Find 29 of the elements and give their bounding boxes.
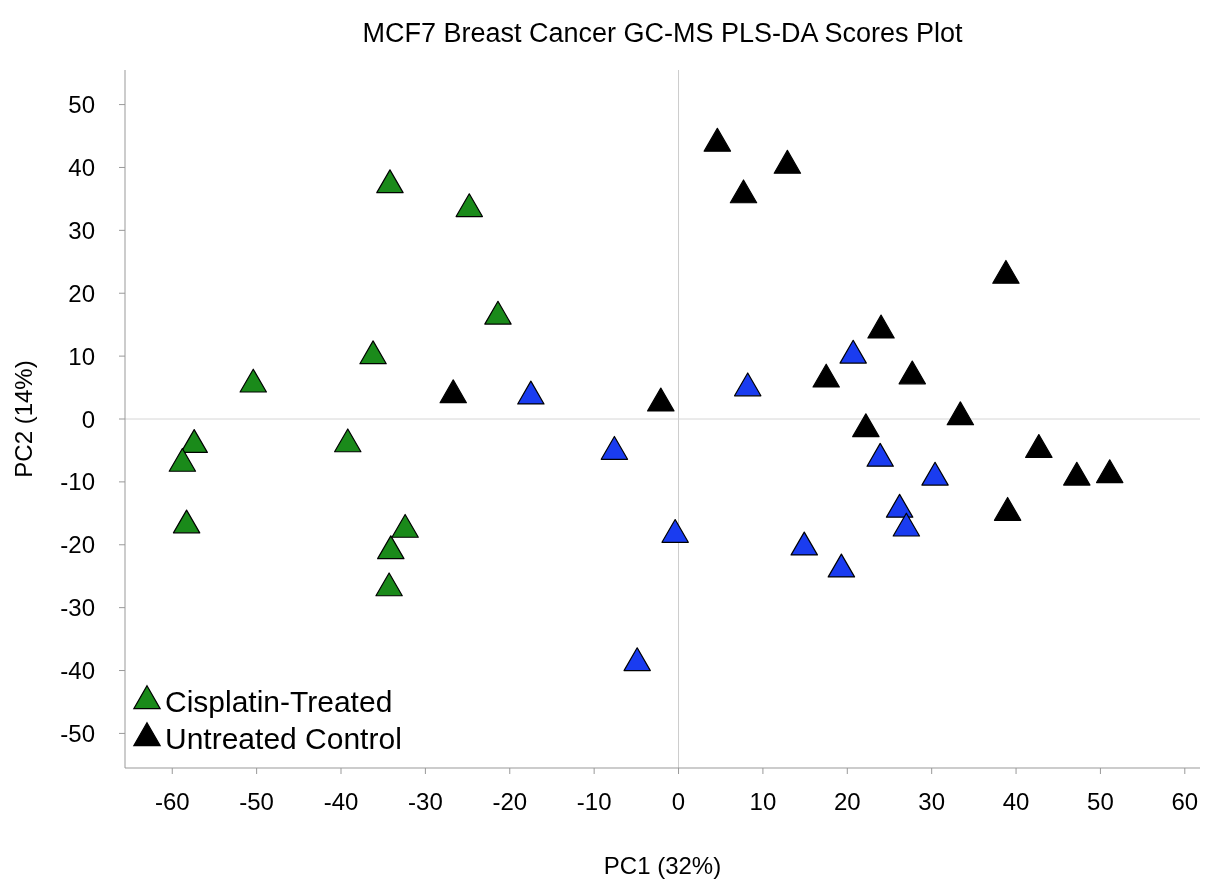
y-tick-label: 10 bbox=[68, 342, 95, 370]
legend-label: Untreated Control bbox=[165, 721, 402, 755]
y-tick-label: -10 bbox=[60, 468, 95, 496]
chart-title: MCF7 Breast Cancer GC-MS PLS-DA Scores Plot bbox=[362, 18, 964, 48]
y-axis-title: PC2 (14%) bbox=[10, 360, 37, 478]
y-tick-label: 50 bbox=[68, 91, 95, 119]
y-tick-label: 0 bbox=[81, 405, 95, 433]
x-tick-label: 20 bbox=[833, 788, 861, 815]
x-tick-label: 10 bbox=[749, 788, 777, 815]
x-tick-label: 50 bbox=[1087, 788, 1114, 815]
y-tick-label: 40 bbox=[68, 153, 95, 181]
x-tick-label: -10 bbox=[576, 788, 612, 815]
x-axis-title: PC1 (32%) bbox=[603, 852, 722, 879]
x-tick-label: 60 bbox=[1171, 788, 1199, 815]
x-tick-label: -50 bbox=[239, 788, 274, 815]
x-tick-label: -60 bbox=[154, 788, 190, 815]
x-tick-label: -20 bbox=[492, 788, 528, 815]
x-tick-label: 0 bbox=[671, 788, 686, 815]
y-tick-label: -30 bbox=[60, 594, 95, 622]
x-tick-label: -40 bbox=[323, 788, 359, 815]
y-tick-label: 20 bbox=[68, 279, 95, 307]
y-tick-label: 30 bbox=[68, 216, 95, 244]
y-tick-label: -50 bbox=[60, 719, 95, 747]
y-tick-label: -40 bbox=[60, 657, 95, 685]
x-tick-label: 30 bbox=[918, 788, 946, 815]
y-tick-label: -20 bbox=[60, 531, 95, 559]
legend-label: Cisplatin-Treated bbox=[165, 684, 393, 718]
x-tick-label: 40 bbox=[1002, 788, 1030, 815]
x-tick-label: -30 bbox=[408, 788, 443, 815]
